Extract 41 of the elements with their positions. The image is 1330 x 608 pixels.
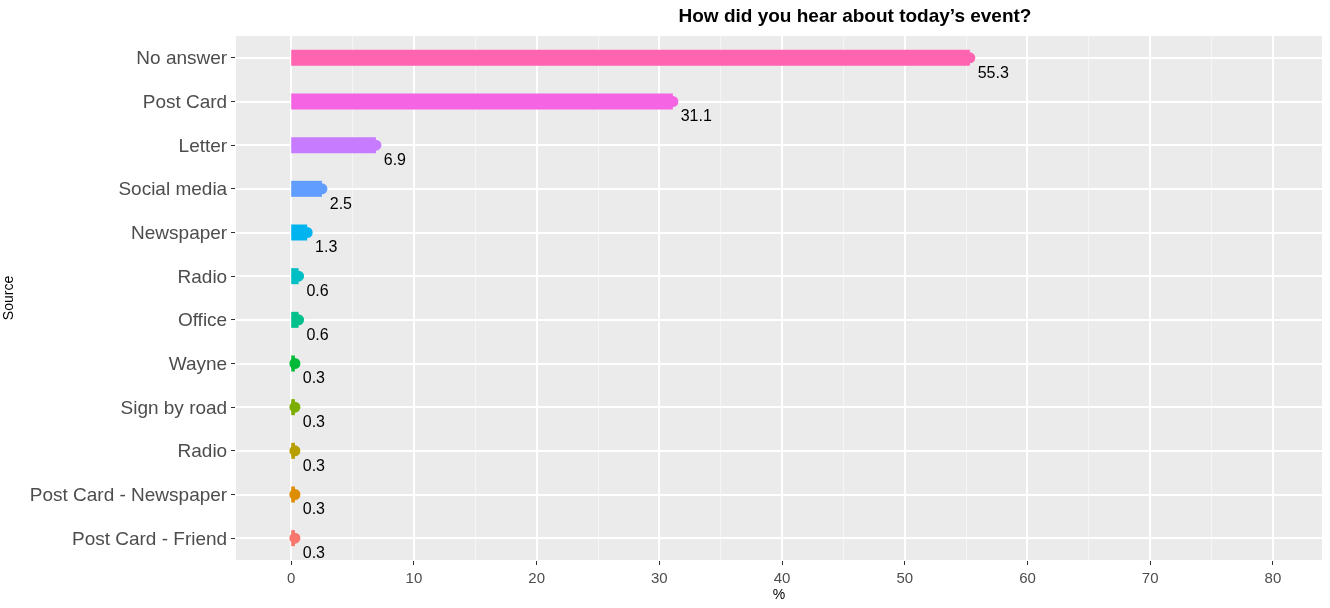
y-tick-label: Newspaper — [131, 222, 228, 244]
data-label: 6.9 — [383, 151, 407, 169]
point — [289, 401, 301, 413]
x-axis-title: % — [772, 586, 786, 603]
y-tick-label: Sign by road — [120, 396, 228, 418]
x-tick-label: 50 — [896, 569, 914, 586]
x-tick-label: 30 — [651, 569, 668, 586]
data-label: 0.3 — [302, 500, 326, 518]
data-label: 0.3 — [302, 369, 326, 387]
data-label: 0.3 — [302, 456, 326, 474]
point — [289, 532, 301, 544]
y-tick-label: Wayne — [168, 353, 228, 375]
data-label: 2.5 — [329, 194, 353, 212]
data-label: 0.6 — [306, 325, 329, 343]
x-tick-label: 80 — [1264, 569, 1282, 586]
x-tick-label: 0 — [287, 569, 296, 586]
x-tick-label: 20 — [528, 569, 545, 586]
y-tick-label: Radio — [177, 265, 228, 287]
data-label: 55.3 — [977, 63, 1009, 81]
y-tick-label: Post Card — [142, 91, 228, 113]
y-tick-label: Radio — [177, 440, 228, 462]
y-tick-label: Post Card - Newspaper — [29, 484, 228, 506]
data-label: 1.3 — [315, 238, 338, 256]
y-tick-label: Post Card - Friend — [71, 527, 228, 549]
data-label: 0.3 — [302, 413, 326, 431]
y-tick-label: Social media — [118, 178, 228, 200]
y-tick-label: No answer — [136, 47, 228, 69]
y-tick-label: Office — [177, 309, 228, 331]
point — [289, 358, 301, 369]
data-label: 0.3 — [302, 544, 326, 562]
y-axis-title: Source — [0, 275, 17, 321]
x-tick-label: 10 — [405, 569, 423, 586]
x-tick-label: 40 — [773, 569, 791, 586]
point — [289, 489, 301, 500]
y-tick-label: Letter — [178, 134, 228, 156]
x-tick-label: 70 — [1141, 569, 1159, 586]
data-label: 0.6 — [306, 282, 329, 300]
point — [289, 445, 301, 457]
x-tick-label: 60 — [1019, 569, 1036, 586]
data-label: 31.1 — [680, 107, 712, 125]
chart-title: How did you hear about today’s event? — [678, 5, 1032, 27]
